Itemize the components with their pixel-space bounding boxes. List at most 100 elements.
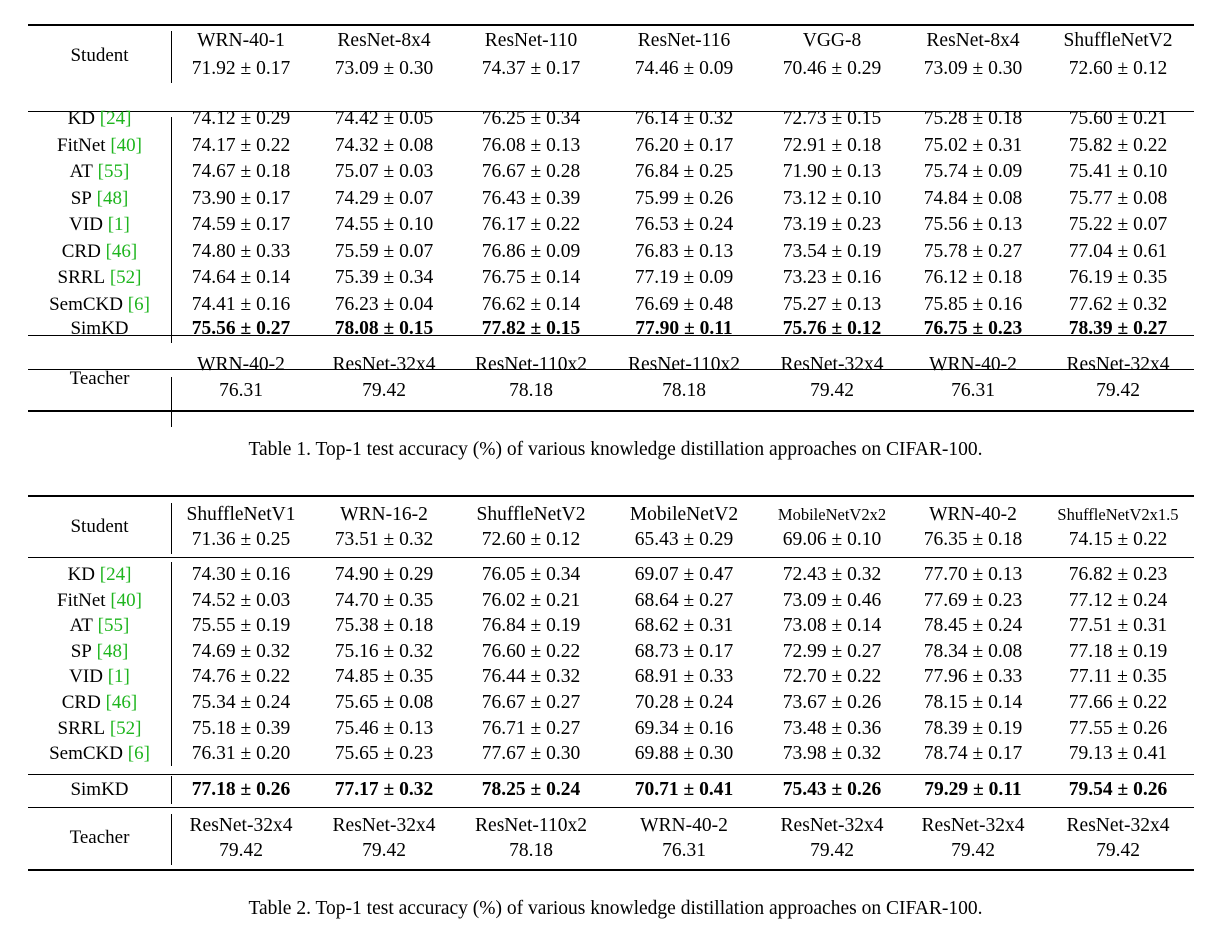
table-cell: 71.90 ± 0.13 [782,161,882,182]
header-divider [171,503,172,554]
student-acc: 69.06 ± 0.10 [782,529,882,550]
cite-bracket: [ [99,564,107,585]
method-name: SemCKD [49,743,123,765]
student-name: ShuffleNetV2 [1063,30,1173,51]
table-cell: 68.62 ± 0.31 [634,615,734,637]
methods-rule [28,335,1194,336]
citation-link[interactable]: 52 [116,717,136,739]
cite-bracket: ] [122,161,130,182]
table-cell: 75.82 ± 0.22 [1068,134,1168,156]
student-acc: 65.43 ± 0.29 [634,529,734,550]
citation-link[interactable]: 24 [106,108,126,129]
table-cell: 72.99 ± 0.27 [782,640,882,662]
teacher-name: ResNet-32x4 [1066,354,1170,375]
cite-bracket: [ [97,615,104,637]
table-cell: 69.34 ± 0.16 [634,717,734,739]
cite-bracket: [ [127,743,135,765]
teacher-label: Teacher [69,827,130,848]
student-name: ResNet-110 [484,30,578,51]
method-name: CRD [61,692,101,713]
method-name: VID [69,666,103,688]
cite-bracket: [ [107,214,115,235]
student-name: ShuffleNetV2 [476,504,586,525]
citation-link[interactable]: 40 [116,589,136,611]
table-cell: 74.85 ± 0.35 [334,666,434,688]
citation-link[interactable]: 24 [106,564,126,585]
method-label: CRD [46] [28,690,171,716]
cite-bracket: ] [123,666,130,688]
table-cell: 75.74 ± 0.09 [923,161,1023,182]
table-cell: 75.46 ± 0.13 [334,717,434,739]
table-cell: 78.74 ± 0.17 [923,743,1023,765]
table-cell: 75.99 ± 0.26 [634,187,734,209]
cite-bracket: [ [97,161,104,182]
table-cell: 70.28 ± 0.24 [634,692,734,713]
simkd-rule [28,369,1194,370]
table-cell: 74.90 ± 0.29 [334,564,434,585]
teacher-acc: 79.42 [362,380,406,401]
method-label: SemCKD [6] [28,292,171,318]
table-cell: 73.23 ± 0.16 [782,267,882,288]
method-label: FitNet [40] [28,588,171,614]
table-cell: 74.67 ± 0.18 [191,161,291,182]
table-cell: 77.11 ± 0.35 [1069,666,1167,688]
citation-link[interactable]: 6 [134,293,144,315]
methods-rule [28,774,1194,775]
table-cell: 76.25 ± 0.34 [481,108,581,129]
simkd-cell: 77.17 ± 0.32 [334,779,434,800]
method-label: FitNet [40] [28,133,171,159]
student-acc: 73.51 ± 0.32 [334,529,434,550]
citation-link[interactable]: 1 [114,666,124,688]
teacher-label: Teacher [69,368,130,389]
table-cell: 74.41 ± 0.16 [191,293,291,315]
table-cell: 75.65 ± 0.08 [334,692,434,713]
student-acc: 70.46 ± 0.29 [782,58,882,79]
table-cell: 74.70 ± 0.35 [334,589,434,611]
table-cell: 75.60 ± 0.21 [1068,108,1168,129]
teacher-acc: 79.42 [219,840,263,861]
citation-link[interactable]: 55 [103,161,123,182]
table-cell: 77.51 ± 0.31 [1068,615,1168,637]
citation-link[interactable]: 46 [111,692,131,713]
teacher-acc: 79.42 [1096,380,1140,401]
student-acc: 76.35 ± 0.18 [923,529,1023,550]
table-cell: 75.38 ± 0.18 [334,615,434,637]
citation-link[interactable]: 1 [114,214,124,235]
citation-link[interactable]: 55 [103,615,123,637]
simkd-cell: 75.43 ± 0.26 [782,779,882,800]
teacher-acc: 79.42 [1096,840,1140,861]
table-cell: 76.23 ± 0.04 [334,293,434,315]
citation-link[interactable]: 46 [111,240,131,262]
simkd-divider [171,315,172,343]
citation-link[interactable]: 48 [102,640,122,662]
table-cell: 69.88 ± 0.30 [634,743,734,765]
table-cell: 74.76 ± 0.22 [191,666,291,688]
table-cell: 76.05 ± 0.34 [481,564,581,585]
table-cell: 76.14 ± 0.32 [634,108,734,129]
citation-link[interactable]: 40 [116,134,136,156]
teacher-name: ResNet-110x2 [475,815,587,836]
citation-link[interactable]: 6 [134,743,144,765]
method-label: KD [24] [28,562,171,588]
table-cell: 72.43 ± 0.32 [782,564,882,585]
student-name: ResNet-8x4 [926,30,1020,51]
teacher-name: ResNet-110x2 [628,354,740,375]
student-name: ShuffleNetV1 [186,504,296,525]
cite-bracket: [ [105,692,112,713]
student-label: Student [70,45,129,66]
method-name: SP [70,640,92,662]
table-cell: 78.34 ± 0.08 [923,640,1023,662]
bottom-rule [28,410,1194,412]
table-cell: 75.78 ± 0.27 [923,240,1023,262]
table-cell: 74.17 ± 0.22 [191,134,291,156]
teacher-name: ResNet-32x4 [780,354,884,375]
student-acc: 74.46 ± 0.09 [634,58,734,79]
simkd-cell: 78.25 ± 0.24 [481,779,581,800]
simkd-cell: 77.82 ± 0.15 [481,318,581,339]
citation-link[interactable]: 48 [102,187,122,209]
citation-link[interactable]: 52 [116,267,136,288]
method-name: KD [67,108,96,129]
student-name: ResNet-116 [637,30,731,51]
table-cell: 76.84 ± 0.25 [634,161,734,182]
method-label: VID [1] [28,212,171,238]
